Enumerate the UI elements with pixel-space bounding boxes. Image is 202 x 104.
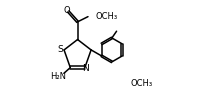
- Text: O: O: [63, 6, 69, 15]
- Text: N: N: [82, 64, 88, 73]
- Text: S: S: [57, 45, 63, 54]
- Text: OCH₃: OCH₃: [95, 12, 117, 21]
- Text: OCH₃: OCH₃: [129, 79, 152, 88]
- Text: H₂N: H₂N: [49, 72, 65, 81]
